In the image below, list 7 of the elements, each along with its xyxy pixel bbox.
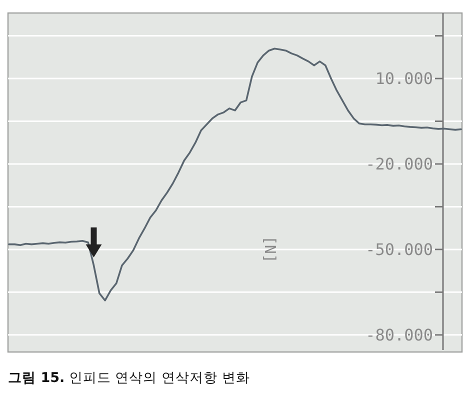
y-tick-label: 10.000: [375, 69, 433, 88]
y-axis-title: [N]: [260, 236, 279, 263]
y-tick-label: -50.000: [366, 240, 433, 260]
y-tick-label: -20.000: [366, 154, 433, 174]
caption: 그림 15. 인피드 연삭의 연삭저항 변화: [8, 370, 250, 386]
y-tick-label: -80.000: [366, 326, 433, 345]
line-series: [8, 48, 462, 302]
